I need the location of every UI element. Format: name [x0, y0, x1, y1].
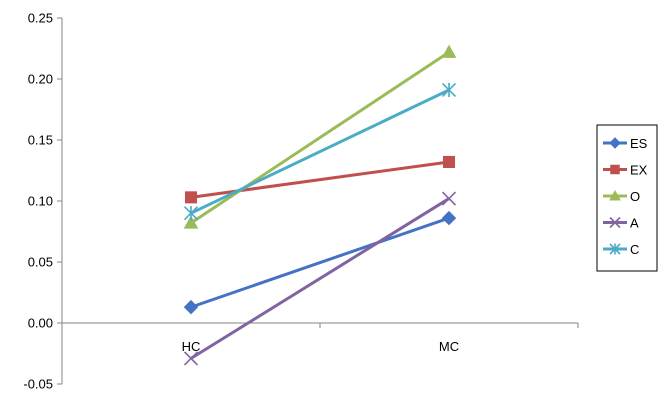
legend-marker-ex: [610, 164, 620, 175]
data-point-es: [183, 299, 199, 315]
series-line-c: [190, 88, 450, 215]
data-point-a: [441, 191, 457, 206]
legend-box: [596, 124, 658, 272]
legend-marker-es: [609, 137, 621, 149]
legend-label: EX: [630, 163, 648, 178]
y-tick-label: 0.20: [28, 72, 53, 87]
legend-item-es: ES: [603, 136, 648, 151]
data-point-ex: [184, 191, 198, 204]
data-point-c: [441, 82, 457, 98]
legend: ES EX OAC: [596, 124, 658, 272]
legend-label: C: [630, 242, 639, 257]
series-o: [183, 44, 457, 229]
data-point-o: [441, 44, 457, 58]
series-line-o: [190, 50, 450, 225]
series-line-ex: [190, 160, 450, 199]
legend-marker-a: [609, 216, 621, 229]
data-point-o: [183, 215, 199, 229]
axes: -0.05 0.00 0.05 0.10 0.15 0.20 0.25 HC MC: [23, 11, 579, 392]
legend-marker-c: [609, 243, 621, 255]
series-a: [183, 191, 457, 366]
legend-marker-o: [609, 189, 621, 201]
x-tick-label: HC: [182, 339, 201, 354]
data-point-a: [183, 351, 199, 366]
y-tick-label: 0.10: [28, 194, 53, 209]
legend-item-a: A: [603, 216, 639, 231]
y-tick-label: 0.00: [28, 316, 53, 331]
series-line-a: [190, 197, 450, 360]
legend-item-o: O: [603, 189, 640, 204]
series-layer: [183, 44, 457, 366]
y-tick-label: 0.15: [28, 133, 53, 148]
data-point-ex: [442, 155, 456, 168]
series-c: [183, 82, 457, 221]
y-tick-label: 0.05: [28, 255, 53, 270]
y-tick-label: 0.25: [28, 11, 53, 26]
data-point-c: [183, 206, 199, 221]
legend-item-ex: EX: [603, 163, 648, 178]
legend-label: ES: [630, 136, 648, 151]
legend-item-c: C: [603, 242, 639, 257]
series-line-es: [190, 216, 450, 309]
x-tick-label: MC: [439, 339, 459, 354]
data-point-es: [441, 210, 457, 226]
y-tick-label: -0.05: [23, 377, 53, 392]
legend-label: O: [630, 189, 640, 204]
legend-label: A: [630, 216, 639, 231]
series-es: [183, 210, 457, 315]
